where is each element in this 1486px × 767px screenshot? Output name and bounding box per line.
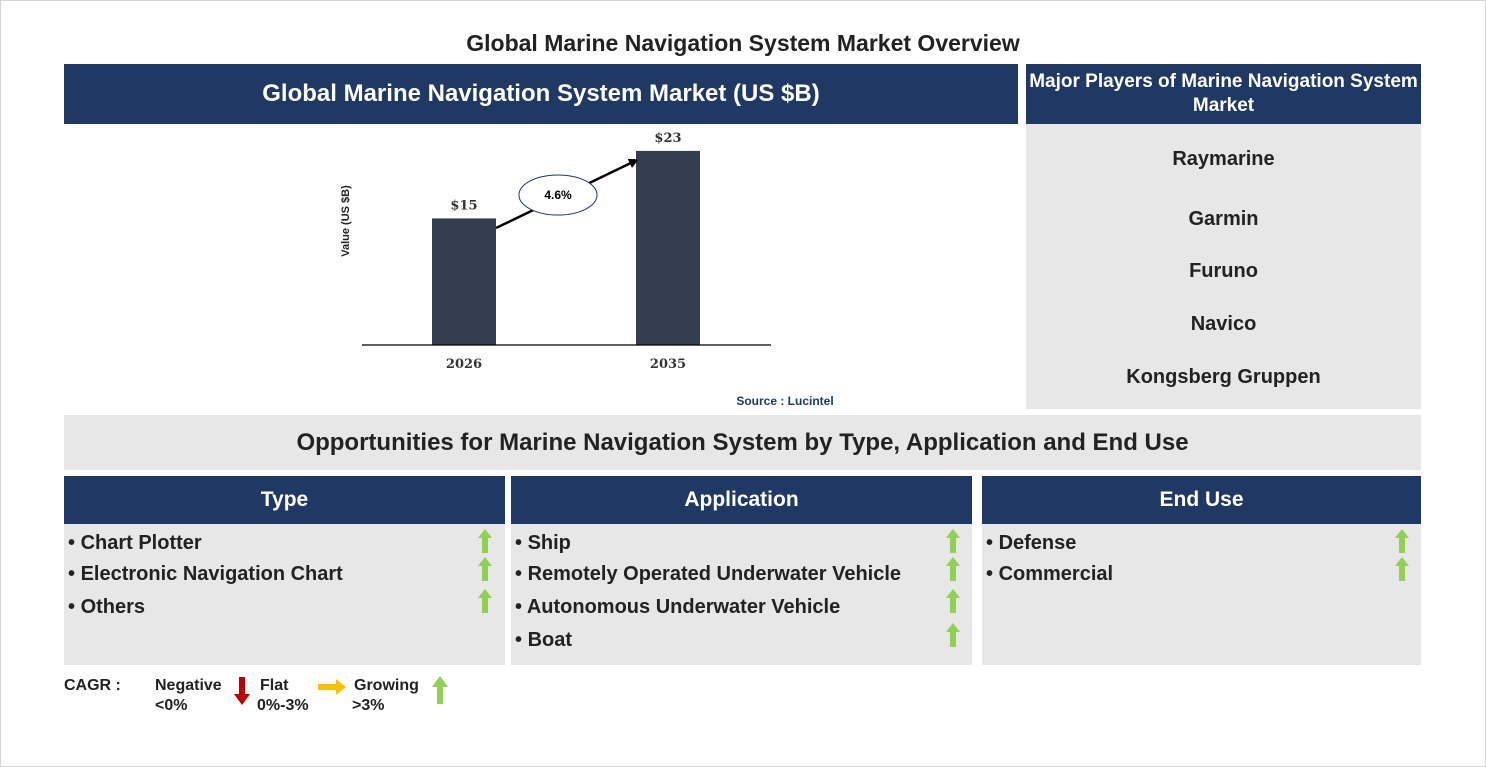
y-axis-label: Value (US $B): [340, 185, 352, 257]
application-item: • Boat: [515, 629, 573, 651]
up-arrow-icon: [946, 623, 960, 647]
legend-growing-range: >3%: [352, 697, 385, 714]
end-use-column-header: End Use: [982, 476, 1421, 524]
up-arrow-icon: [432, 676, 448, 704]
legend-cagr-label: CAGR :: [64, 677, 121, 694]
opportunities-title: Opportunities for Marine Navigation Syst…: [64, 415, 1421, 470]
player-item: Navico: [1190, 313, 1257, 335]
up-arrow-icon: [946, 529, 960, 553]
up-arrow-icon: [478, 589, 492, 613]
bar-2035: [636, 150, 700, 345]
bar-value-label: $23: [654, 131, 681, 146]
application-item-label: Ship: [527, 532, 571, 554]
application-item-label: Boat: [527, 629, 573, 651]
up-arrow-icon: [946, 589, 960, 613]
application-column-header: Application: [511, 476, 972, 524]
application-item: • Remotely Operated Underwater Vehicle: [515, 563, 902, 585]
up-arrow-icon: [1395, 529, 1409, 553]
player-item: Kongsberg Gruppen: [1126, 366, 1321, 388]
end-use-item-label: Defense: [998, 532, 1077, 554]
players-header: Major Players of Marine Navigation Syste…: [1026, 64, 1421, 124]
up-arrow-icon: [478, 529, 492, 553]
application-column-body: • Ship • Remotely Operated Underwater Ve…: [511, 524, 972, 665]
legend-growing-label: Growing: [354, 677, 419, 694]
x-tick-label: 2035: [650, 357, 686, 372]
end-use-column-body: • Defense • Commercial: [982, 524, 1421, 665]
application-item: • Autonomous Underwater Vehicle: [515, 596, 841, 618]
bar-value-label: $15: [450, 198, 477, 213]
player-item: Raymarine: [1172, 148, 1275, 170]
player-item: Garmin: [1188, 208, 1259, 230]
type-item: • Electronic Navigation Chart: [68, 563, 343, 585]
up-arrow-icon: [946, 557, 960, 581]
application-item-label: Remotely Operated Underwater Vehicle: [527, 563, 902, 585]
bar-2026: [432, 218, 496, 345]
type-item-label: Others: [80, 596, 146, 618]
type-item: • Chart Plotter: [68, 532, 202, 554]
legend-negative-range: <0%: [155, 697, 188, 714]
type-item-label: Electronic Navigation Chart: [80, 563, 343, 585]
end-use-item: • Defense: [986, 532, 1077, 554]
players-panel: Raymarine Garmin Furuno Navico Kongsberg…: [1026, 124, 1421, 409]
cagr-bubble: [518, 174, 598, 216]
up-arrow-icon: [1395, 557, 1409, 581]
source-label: Source : Lucintel: [736, 394, 833, 408]
legend-flat-range: 0%-3%: [257, 697, 309, 714]
end-use-item-label: Commercial: [998, 563, 1114, 585]
right-arrow-icon: [318, 679, 346, 695]
chart-header: Global Marine Navigation System Market (…: [64, 64, 1018, 124]
application-item-label: Autonomous Underwater Vehicle: [526, 596, 841, 618]
type-item: • Others: [68, 596, 146, 618]
player-item: Furuno: [1189, 260, 1258, 282]
legend-flat-label: Flat: [260, 677, 289, 694]
cagr-label: 4.6%: [544, 188, 572, 202]
bar-chart: $15 2026 $23 2035 Value (US $B) 4.6% Source…: [340, 131, 834, 408]
x-tick-label: 2026: [446, 357, 482, 372]
down-arrow-icon: [234, 677, 250, 705]
type-column-header: Type: [64, 476, 505, 524]
up-arrow-icon: [478, 557, 492, 581]
legend-negative-label: Negative: [155, 677, 222, 694]
end-use-item: • Commercial: [986, 563, 1114, 585]
type-column-body: • Chart Plotter • Electronic Navigation …: [64, 524, 505, 665]
type-item-label: Chart Plotter: [80, 532, 202, 554]
application-item: • Ship: [515, 532, 571, 554]
page-title: Global Marine Navigation System Market O…: [466, 30, 1020, 56]
